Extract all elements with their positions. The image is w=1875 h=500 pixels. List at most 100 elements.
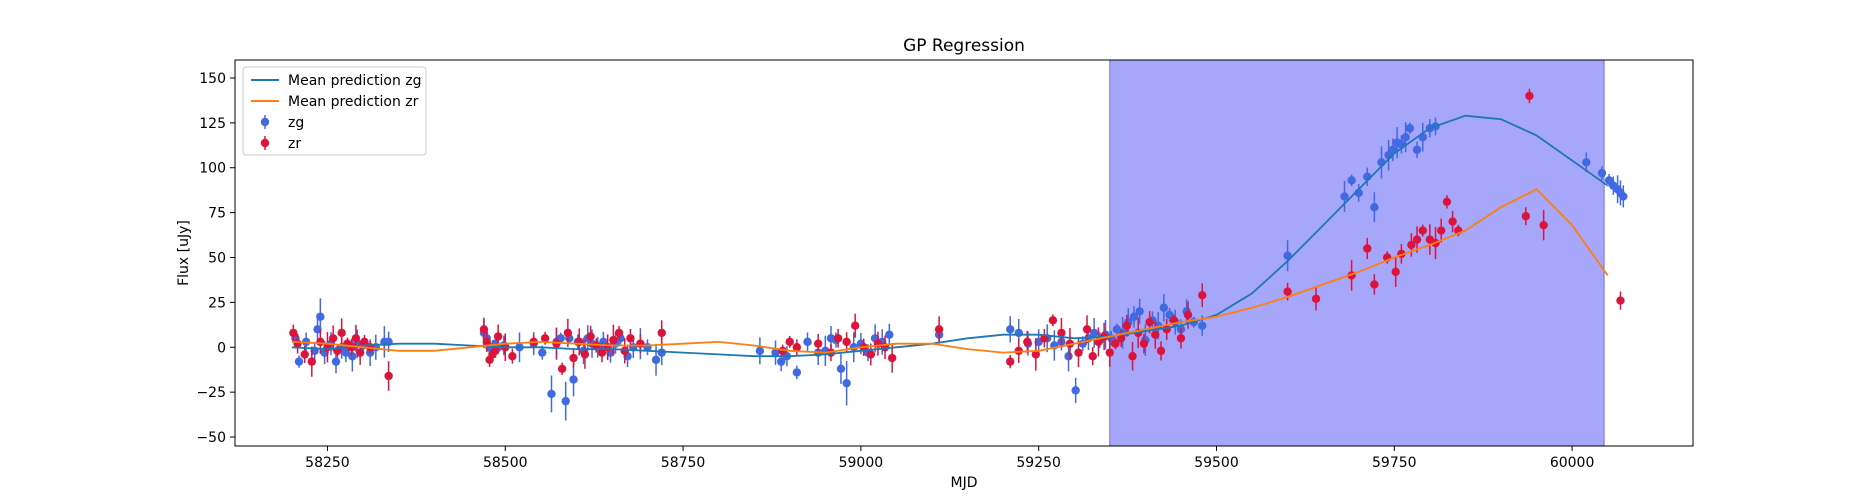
data-point [1057, 328, 1066, 338]
data-point [538, 348, 547, 357]
data-point [842, 378, 851, 388]
data-point [755, 346, 765, 356]
data-point [1198, 290, 1207, 300]
data-point [569, 375, 578, 384]
data-point [1159, 303, 1169, 312]
y-tick-label: 100 [199, 161, 226, 177]
x-tick-label: 58500 [483, 455, 528, 471]
data-point [1370, 280, 1379, 289]
data-point [1442, 197, 1452, 207]
data-point [836, 364, 846, 373]
data-point [1151, 330, 1160, 339]
data-point [580, 350, 590, 359]
data-point [866, 350, 876, 359]
data-point [1340, 192, 1349, 201]
series-line [291, 188, 1609, 354]
x-tick-label: 60000 [1550, 455, 1595, 471]
x-axis-label: MJD [951, 475, 978, 491]
data-point [547, 389, 556, 399]
y-tick-label: 0 [217, 340, 226, 356]
data-point [833, 334, 843, 343]
data-point [1014, 346, 1023, 356]
data-point [351, 334, 361, 343]
data-point [1156, 346, 1166, 356]
legend-marker-swatch [260, 117, 270, 127]
data-point [1198, 321, 1207, 330]
data-point [609, 335, 618, 345]
x-tick-label: 59000 [839, 455, 884, 471]
data-point [360, 337, 369, 347]
legend-label: zr [288, 136, 301, 152]
data-point [289, 328, 298, 338]
data-point [1619, 192, 1628, 201]
data-point [1412, 235, 1422, 244]
x-tick-label: 59750 [1372, 455, 1417, 471]
data-point [785, 337, 794, 347]
y-tick-label: −50 [196, 430, 226, 446]
data-point [552, 339, 561, 348]
data-point [557, 364, 567, 373]
legend-box [242, 66, 427, 156]
data-point [1363, 244, 1372, 253]
data-point [1183, 310, 1193, 320]
data-point [842, 337, 851, 347]
x-tick-label: 58750 [661, 455, 706, 471]
data-point [1048, 316, 1058, 325]
data-point [1074, 348, 1083, 357]
data-point [1521, 211, 1531, 221]
data-point [1116, 334, 1126, 343]
data-point [1145, 317, 1154, 327]
plot-content [289, 59, 1628, 447]
legend-marker-swatch [260, 138, 270, 148]
data-point [561, 396, 570, 406]
data-point [771, 348, 780, 357]
y-tick-label: 125 [199, 116, 226, 132]
data-point [1089, 328, 1099, 338]
data-point [348, 352, 357, 361]
plot-frame [234, 59, 1694, 447]
data-point [1122, 321, 1132, 330]
series-zr-points [289, 88, 1625, 391]
data-point [1391, 267, 1400, 277]
data-point [620, 346, 629, 356]
y-axis-label: Flux [uJy] [176, 220, 192, 286]
data-point [337, 328, 346, 338]
data-point [885, 330, 894, 339]
data-point [803, 337, 812, 347]
data-point [307, 357, 317, 366]
data-point [328, 334, 338, 343]
data-point [1525, 91, 1534, 101]
data-point [1347, 176, 1356, 185]
data-point [1283, 287, 1292, 296]
data-point [1616, 296, 1625, 305]
y-tick-label: 150 [199, 71, 226, 87]
data-point [1582, 158, 1591, 167]
data-point [1437, 226, 1446, 235]
data-point [1006, 357, 1015, 366]
data-point [597, 348, 607, 357]
data-point [316, 312, 325, 321]
data-point [777, 357, 786, 366]
data-point [1370, 203, 1379, 212]
data-point [1405, 124, 1415, 133]
data-point [1176, 334, 1186, 343]
chart-title: GP Regression [903, 36, 1025, 56]
data-point [1597, 168, 1607, 178]
data-point [934, 325, 944, 334]
data-point [1129, 312, 1139, 321]
data-point [479, 325, 489, 334]
data-point [508, 352, 517, 361]
data-point [1014, 328, 1023, 338]
data-point [1006, 325, 1015, 334]
shaded-region [1109, 59, 1605, 447]
data-point [1539, 220, 1548, 230]
y-axis: −50 −25 0 25 50 75 100 125 150 [196, 71, 235, 446]
data-point [586, 332, 595, 341]
data-point [1088, 352, 1097, 361]
legend: Mean prediction zg Mean prediction zr zg zr [242, 66, 427, 156]
data-point [1418, 226, 1427, 235]
data-point [540, 334, 550, 343]
y-tick-label: 50 [208, 250, 226, 266]
data-point [316, 337, 325, 347]
